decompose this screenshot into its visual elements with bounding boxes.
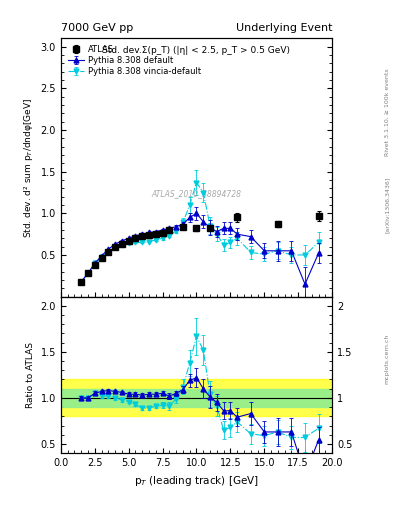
Y-axis label: Std. dev. d² sum p$_T$/dndφ[GeV]: Std. dev. d² sum p$_T$/dndφ[GeV]	[22, 97, 35, 238]
Text: Std. dev.Σ(p_T) (|η| < 2.5, p_T > 0.5 GeV): Std. dev.Σ(p_T) (|η| < 2.5, p_T > 0.5 Ge…	[103, 46, 290, 55]
Text: 7000 GeV pp: 7000 GeV pp	[61, 23, 133, 33]
Text: Rivet 3.1.10, ≥ 100k events: Rivet 3.1.10, ≥ 100k events	[385, 69, 389, 157]
Y-axis label: Ratio to ATLAS: Ratio to ATLAS	[26, 342, 35, 408]
X-axis label: p$_T$ (leading track) [GeV]: p$_T$ (leading track) [GeV]	[134, 474, 259, 487]
Text: [arXiv:1306.3436]: [arXiv:1306.3436]	[385, 177, 389, 233]
Legend: ATLAS, Pythia 8.308 default, Pythia 8.308 vincia-default: ATLAS, Pythia 8.308 default, Pythia 8.30…	[65, 42, 204, 79]
Text: mcplots.cern.ch: mcplots.cern.ch	[385, 333, 389, 383]
Text: ATLAS_2010_S8894728: ATLAS_2010_S8894728	[151, 189, 242, 198]
Text: Underlying Event: Underlying Event	[235, 23, 332, 33]
